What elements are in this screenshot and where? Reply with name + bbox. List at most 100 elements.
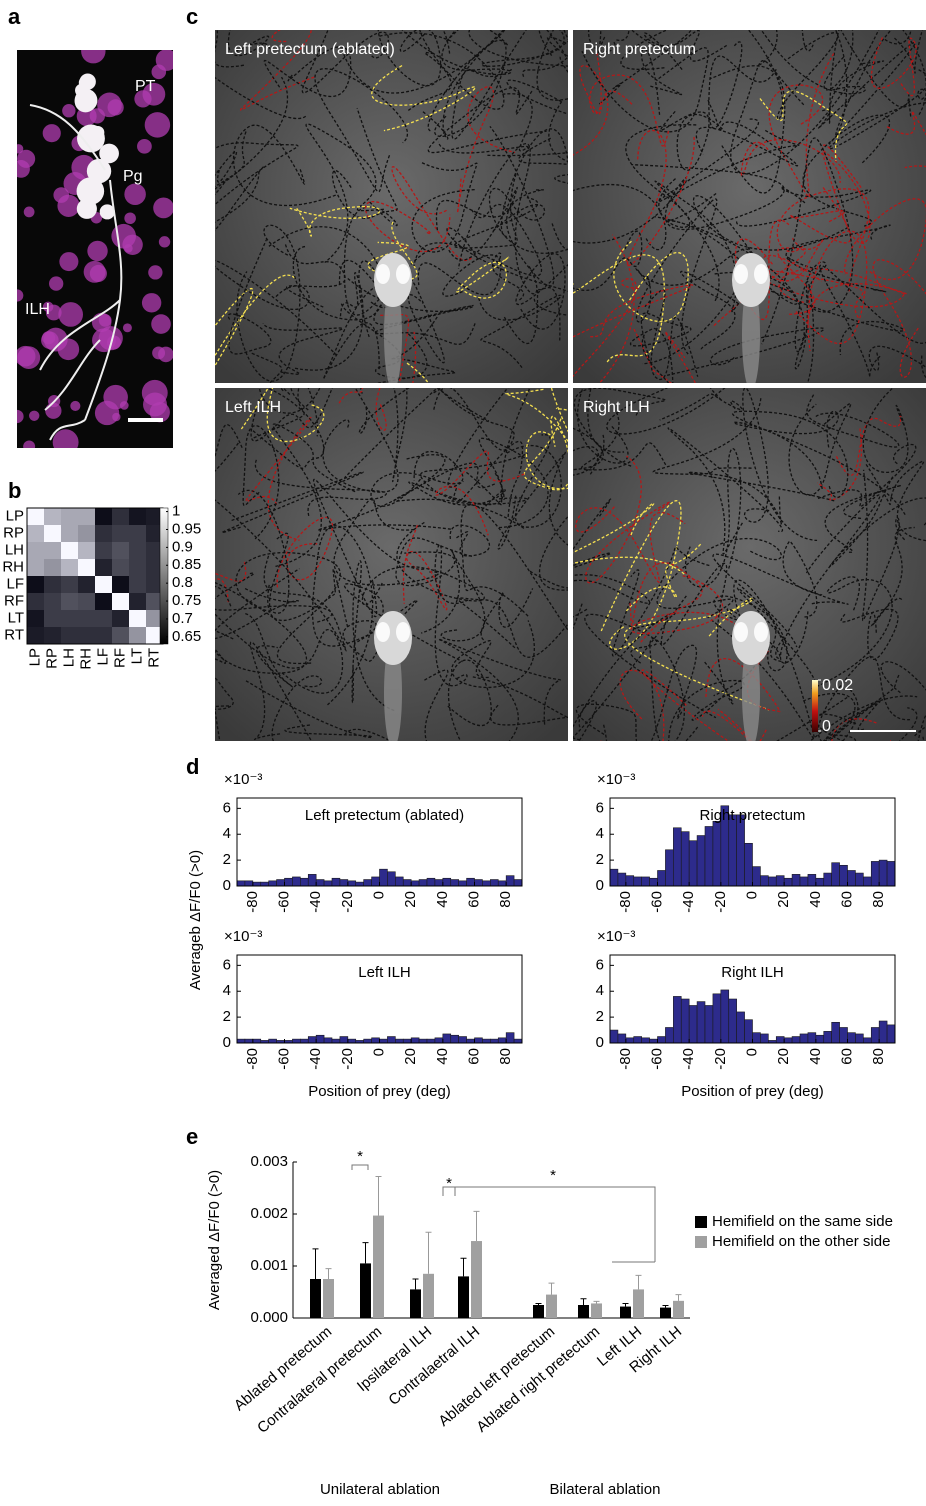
trajectory bbox=[654, 180, 759, 313]
cell-blob bbox=[57, 194, 80, 217]
trajectory bbox=[371, 65, 476, 132]
trajectory bbox=[488, 187, 568, 254]
col-label: LT bbox=[128, 648, 145, 664]
trajectory bbox=[917, 88, 926, 100]
histogram-bar bbox=[633, 876, 642, 887]
histogram-bar bbox=[268, 880, 277, 887]
cell-blob bbox=[17, 346, 41, 370]
x-tick-label: -60 bbox=[275, 891, 292, 913]
x-tick-label: 80 bbox=[497, 891, 514, 908]
y-tick-label: 2 bbox=[223, 851, 231, 868]
x-tick-label: 0 bbox=[370, 891, 387, 899]
trajectory bbox=[844, 198, 926, 281]
fish-eye bbox=[754, 622, 768, 642]
histogram-bar bbox=[680, 998, 690, 1044]
trajectory bbox=[795, 230, 868, 352]
cell-blob bbox=[158, 236, 171, 248]
row-label: LT bbox=[8, 609, 24, 626]
cell-blob bbox=[23, 206, 35, 218]
histogram-bar bbox=[458, 1036, 467, 1044]
histogram-bar bbox=[783, 877, 793, 887]
trajectory bbox=[438, 638, 561, 741]
bar bbox=[591, 1303, 602, 1318]
histogram-bar bbox=[855, 1033, 864, 1044]
axis-offset: ×10⁻³ bbox=[224, 928, 262, 945]
trajectory bbox=[824, 700, 918, 741]
heatmap-cell bbox=[27, 610, 44, 627]
colorbar-label: 0.9 bbox=[172, 538, 193, 555]
heatmap-cell bbox=[95, 627, 112, 644]
histogram-bar bbox=[426, 877, 436, 887]
trajectory bbox=[732, 410, 907, 516]
colorbar-label: 0.85 bbox=[172, 556, 201, 573]
trajectory bbox=[344, 388, 438, 479]
trajectory bbox=[522, 30, 568, 101]
trajectory bbox=[713, 595, 782, 662]
histogram-bar bbox=[815, 1034, 825, 1044]
histogram-bar bbox=[736, 814, 745, 887]
cell-blob bbox=[98, 326, 123, 351]
col-label: LF bbox=[94, 648, 111, 666]
trajectory bbox=[477, 294, 562, 369]
histogram-bar bbox=[292, 876, 301, 887]
histogram-bar bbox=[704, 826, 714, 887]
trajectory bbox=[870, 526, 915, 627]
x-tick-label: -40 bbox=[307, 891, 324, 913]
y-tick-label: 4 bbox=[223, 982, 231, 999]
trajectory bbox=[625, 124, 698, 228]
tracking-image bbox=[573, 388, 926, 741]
heatmap-cell bbox=[61, 542, 78, 559]
colorbar-label: 0.75 bbox=[172, 592, 201, 609]
image-title: Left ILH bbox=[225, 399, 281, 416]
tracking-image bbox=[573, 30, 926, 383]
trajectory bbox=[635, 248, 752, 365]
significance-marker: * bbox=[550, 1167, 556, 1184]
x-tick-label: 80 bbox=[497, 1048, 514, 1065]
histogram-bar bbox=[244, 1038, 254, 1044]
histogram-bar bbox=[395, 876, 404, 887]
heatmap-cell bbox=[146, 610, 163, 627]
trajectory bbox=[395, 537, 473, 587]
trajectory bbox=[840, 608, 899, 660]
histogram-bar bbox=[878, 1020, 888, 1044]
trajectory bbox=[515, 253, 568, 330]
heatmap-cell bbox=[44, 627, 61, 644]
legend-swatch bbox=[695, 1236, 707, 1248]
trajectory bbox=[344, 669, 449, 741]
heatmap-cell bbox=[44, 542, 61, 559]
trajectory bbox=[221, 471, 364, 534]
heatmap-cell bbox=[129, 559, 146, 576]
trajectory bbox=[242, 425, 280, 540]
histogram-bar bbox=[673, 996, 682, 1044]
trajectory bbox=[573, 502, 686, 576]
trajectory bbox=[776, 188, 870, 293]
trajectory bbox=[359, 388, 408, 483]
trajectory bbox=[289, 206, 381, 237]
cell-blob bbox=[42, 124, 61, 143]
x-axis-label: Position of prey (deg) bbox=[308, 1083, 451, 1100]
trajectory bbox=[408, 471, 506, 511]
trajectory bbox=[437, 93, 533, 154]
trajectory bbox=[709, 65, 786, 194]
cell-blob bbox=[155, 50, 173, 71]
histogram-bar bbox=[625, 1037, 635, 1044]
histogram-bar bbox=[855, 872, 864, 887]
trajectory bbox=[215, 568, 300, 640]
histogram-title: Left ILH bbox=[358, 964, 411, 981]
histogram-bar bbox=[387, 1036, 396, 1044]
histogram-bar bbox=[497, 1037, 507, 1044]
trajectory bbox=[311, 525, 374, 706]
group-label: Bilateral ablation bbox=[550, 1481, 661, 1498]
trajectory bbox=[894, 30, 924, 74]
heatmap-cell bbox=[112, 593, 129, 610]
trajectory bbox=[215, 352, 283, 383]
trajectory bbox=[643, 30, 728, 70]
histogram-bar bbox=[665, 849, 674, 887]
trajectory bbox=[413, 204, 542, 277]
region-label: ILH bbox=[25, 301, 50, 318]
col-label: RP bbox=[43, 648, 60, 669]
heatmap-cell bbox=[129, 508, 146, 525]
trajectory bbox=[434, 450, 525, 536]
error-bar bbox=[473, 1210, 480, 1242]
trajectory bbox=[633, 328, 697, 383]
